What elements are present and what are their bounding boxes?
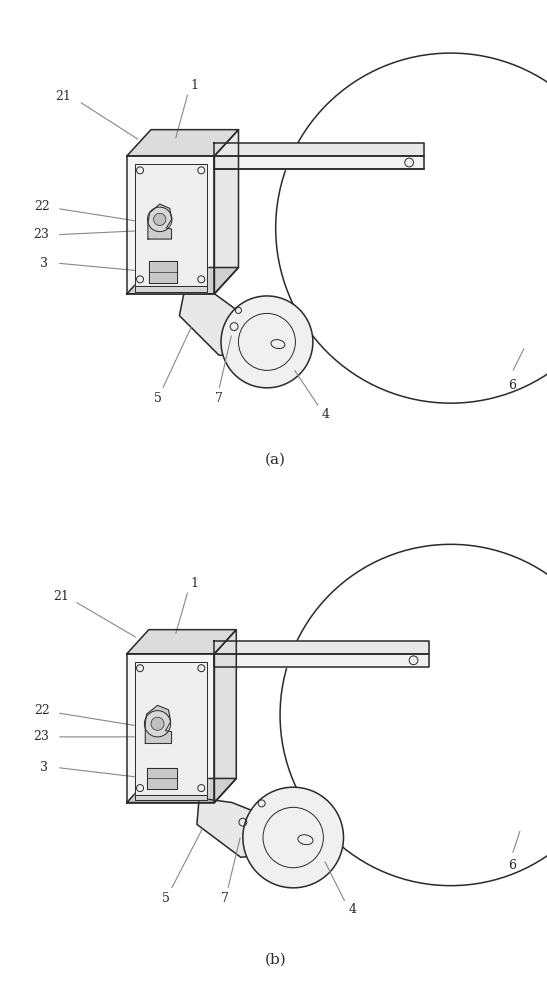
Text: 4: 4 <box>322 408 330 421</box>
Circle shape <box>144 711 171 737</box>
Text: 5: 5 <box>154 392 161 405</box>
Text: 1: 1 <box>191 577 199 590</box>
Polygon shape <box>135 662 207 795</box>
Text: 5: 5 <box>162 892 170 905</box>
Circle shape <box>151 717 164 730</box>
Text: 7: 7 <box>222 892 229 905</box>
Circle shape <box>243 787 344 888</box>
Polygon shape <box>214 630 236 803</box>
Text: 23: 23 <box>33 228 50 241</box>
Polygon shape <box>149 261 177 283</box>
Text: (b): (b) <box>265 953 287 967</box>
Polygon shape <box>214 130 238 294</box>
Polygon shape <box>135 164 207 286</box>
Polygon shape <box>127 268 238 294</box>
Polygon shape <box>148 204 172 239</box>
Text: 21: 21 <box>55 90 72 103</box>
Polygon shape <box>127 156 214 294</box>
Polygon shape <box>127 778 236 803</box>
Text: 3: 3 <box>40 761 48 774</box>
Polygon shape <box>214 156 424 169</box>
Circle shape <box>221 296 313 388</box>
Text: 6: 6 <box>508 379 516 392</box>
Text: 3: 3 <box>40 257 48 270</box>
Text: (a): (a) <box>265 453 286 467</box>
Polygon shape <box>197 798 289 857</box>
Polygon shape <box>127 630 236 654</box>
Polygon shape <box>214 654 429 667</box>
Text: 21: 21 <box>53 590 69 603</box>
Text: 1: 1 <box>191 79 199 92</box>
Polygon shape <box>135 286 207 292</box>
Polygon shape <box>214 641 429 654</box>
Text: 4: 4 <box>348 903 356 916</box>
Polygon shape <box>135 795 207 800</box>
Text: 22: 22 <box>34 704 49 717</box>
Circle shape <box>148 207 172 232</box>
Polygon shape <box>214 143 424 156</box>
Polygon shape <box>127 130 238 156</box>
Polygon shape <box>146 705 172 743</box>
Polygon shape <box>127 654 214 803</box>
Polygon shape <box>147 768 177 789</box>
Text: 23: 23 <box>33 730 50 743</box>
Polygon shape <box>179 294 267 357</box>
Text: 22: 22 <box>34 200 49 213</box>
Text: 7: 7 <box>215 392 223 405</box>
Circle shape <box>154 213 166 225</box>
Text: 6: 6 <box>508 859 516 872</box>
